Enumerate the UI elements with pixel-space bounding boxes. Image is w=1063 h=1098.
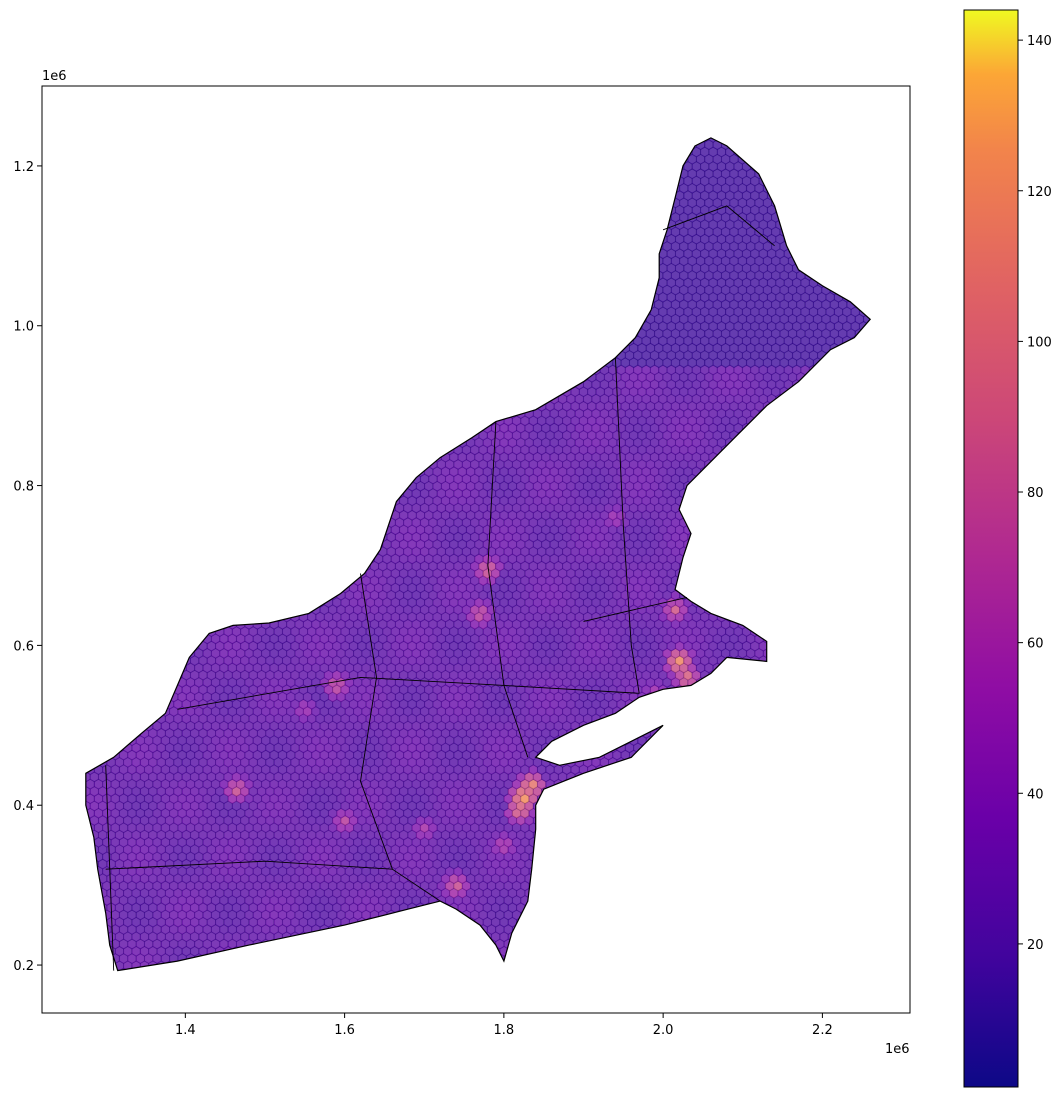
map-axes: 1.4 1.6 1.8 2.0 2.2 0.20.40.60.81.01.2 1e6 1… [13, 69, 911, 1057]
